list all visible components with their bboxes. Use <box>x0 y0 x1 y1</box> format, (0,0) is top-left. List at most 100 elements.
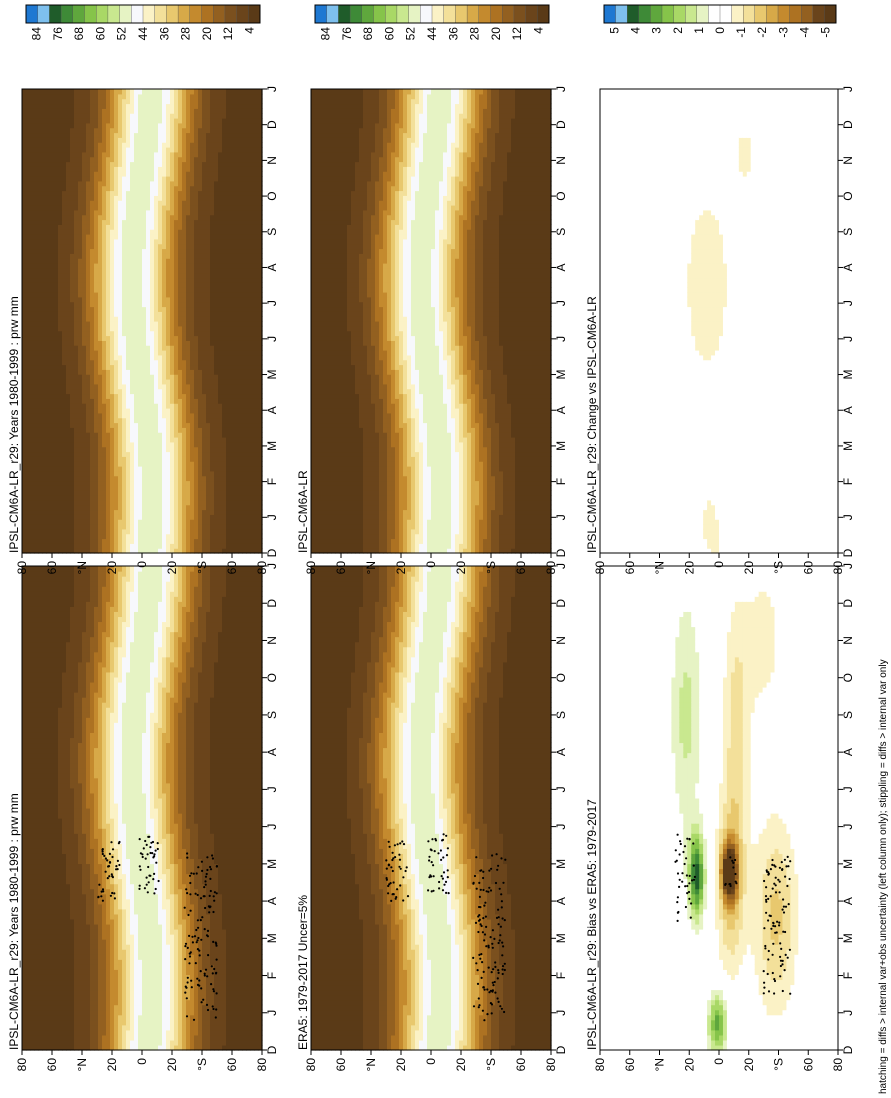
heatmap-cell <box>26 934 31 940</box>
heatmap-cell <box>138 581 143 587</box>
heatmap-cell <box>178 777 183 784</box>
heatmap-cell <box>78 792 83 799</box>
heatmap-cell <box>166 823 171 829</box>
heatmap-cell <box>30 621 35 628</box>
heatmap-cell <box>126 782 131 789</box>
heatmap-cell <box>194 934 199 940</box>
heatmap-cell <box>42 893 47 900</box>
heatmap-cell <box>198 802 203 809</box>
heatmap-cell <box>182 918 187 925</box>
heatmap-cell <box>106 828 111 834</box>
heatmap-cell <box>26 1034 31 1041</box>
heatmap-cell <box>50 576 55 582</box>
heatmap-cell <box>210 566 215 572</box>
heatmap-cell <box>206 621 211 628</box>
heatmap-cell <box>50 762 55 769</box>
heatmap-cell <box>106 566 111 572</box>
heatmap-cell <box>38 1004 43 1011</box>
heatmap-cell <box>214 752 219 759</box>
heatmap-cell <box>182 903 187 910</box>
heatmap-cell <box>126 571 131 577</box>
heatmap-cell <box>74 818 79 824</box>
heatmap-cell <box>46 666 51 673</box>
heatmap-cell <box>118 999 123 1006</box>
heatmap-cell <box>178 767 183 774</box>
heatmap-cell <box>126 833 131 839</box>
heatmap-cell <box>42 1034 47 1041</box>
heatmap-cell <box>74 828 79 834</box>
heatmap-cell <box>166 641 171 648</box>
heatmap-cell <box>130 596 135 602</box>
heatmap-cell <box>194 687 199 693</box>
heatmap-cell <box>90 878 95 885</box>
heatmap-cell <box>146 631 151 638</box>
heatmap-cell <box>166 1019 171 1026</box>
heatmap-cell <box>62 848 67 854</box>
heatmap-cell <box>30 954 35 960</box>
heatmap-cell <box>42 964 47 970</box>
heatmap-cell <box>38 903 43 910</box>
heatmap-cell <box>138 908 143 915</box>
heatmap-cell <box>190 591 195 597</box>
heatmap-cell <box>166 959 171 965</box>
heatmap-cell <box>98 1009 103 1016</box>
heatmap-cell <box>218 616 223 623</box>
heatmap-cell <box>198 591 203 597</box>
heatmap-cell <box>114 913 119 920</box>
heatmap-cell <box>206 687 211 693</box>
heatmap-cell <box>26 601 31 607</box>
heatmap-cell <box>34 1004 39 1011</box>
heatmap-cell <box>70 752 75 759</box>
heatmap-cell <box>222 989 227 996</box>
heatmap-cell <box>138 606 143 612</box>
heatmap-cell <box>102 873 107 880</box>
heatmap-cell <box>46 802 51 809</box>
heatmap-cell <box>174 616 179 623</box>
heatmap-cell <box>226 1024 231 1031</box>
heatmap-cell <box>38 838 43 844</box>
heatmap-cell <box>50 893 55 900</box>
heatmap-cell <box>34 939 39 945</box>
heatmap-cell <box>94 1034 99 1041</box>
heatmap-cell <box>218 621 223 628</box>
heatmap-cell <box>194 823 199 829</box>
heatmap-cell <box>66 808 71 814</box>
heatmap-cell <box>26 636 31 643</box>
heatmap-cell <box>98 959 103 965</box>
heatmap-cell <box>186 969 191 975</box>
heatmap-cell <box>38 767 43 774</box>
heatmap-cell <box>158 767 163 774</box>
heatmap-cell <box>206 651 211 658</box>
heatmap-cell <box>182 782 187 789</box>
heatmap-cell <box>170 934 175 940</box>
heatmap-cell <box>118 1014 123 1021</box>
heatmap-cell <box>34 843 39 849</box>
heatmap-cell <box>158 792 163 799</box>
heatmap-cell <box>102 903 107 910</box>
figure-footnote: hatching = diffs > internal var+obs unce… <box>878 659 889 1094</box>
heatmap-cell <box>174 858 179 865</box>
heatmap-cell <box>186 732 191 739</box>
heatmap-cell <box>214 934 219 940</box>
heatmap-cell <box>34 808 39 814</box>
heatmap-cell <box>58 656 63 663</box>
heatmap-cell <box>138 671 143 678</box>
heatmap-cell <box>98 1014 103 1021</box>
heatmap-cell <box>82 888 87 895</box>
heatmap-cell <box>174 1044 179 1051</box>
heatmap-cell <box>226 787 231 794</box>
heatmap-cell <box>218 823 223 829</box>
heatmap-cell <box>158 742 163 749</box>
heatmap-cell <box>126 974 131 981</box>
heatmap-cell <box>166 772 171 779</box>
heatmap-cell <box>150 868 155 875</box>
heatmap-cell <box>22 913 27 920</box>
heatmap-cell <box>54 979 59 986</box>
heatmap-cell <box>30 656 35 663</box>
heatmap-cell <box>94 929 99 935</box>
heatmap-cell <box>22 646 27 653</box>
heatmap-cell <box>62 903 67 910</box>
heatmap-cell <box>38 954 43 960</box>
heatmap-cell <box>214 591 219 597</box>
heatmap-cell <box>198 1034 203 1041</box>
